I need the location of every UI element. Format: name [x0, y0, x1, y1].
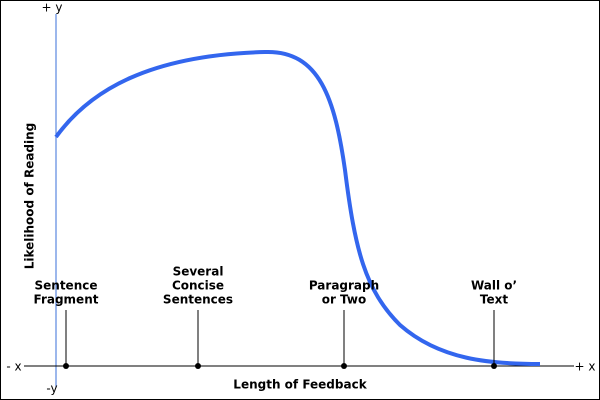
y-axis-title: Likelihood of Reading [23, 123, 37, 270]
marker-label: Sentences [163, 293, 233, 307]
marker-label: Sentence [35, 279, 98, 293]
y-minus-label: -y [46, 382, 57, 396]
x-plus-label: + x [575, 360, 596, 374]
marker-label: Paragraph [309, 279, 379, 293]
curve [54, 49, 541, 366]
x-minus-label: - x [6, 360, 21, 374]
marker-dot [63, 363, 69, 369]
marker-dot [341, 363, 347, 369]
marker-label: Several [173, 265, 224, 279]
marker-label: or Two [322, 293, 367, 307]
marker-label: Wall o’ [471, 279, 517, 293]
marker-label: Concise [172, 279, 224, 293]
marker-dot [491, 363, 497, 369]
x-axis-title: Length of Feedback [233, 378, 367, 392]
y-plus-label: + y [42, 1, 63, 15]
marker-dot [195, 363, 201, 369]
marker-label: Text [480, 293, 508, 307]
marker-label: Fragment [34, 293, 99, 307]
